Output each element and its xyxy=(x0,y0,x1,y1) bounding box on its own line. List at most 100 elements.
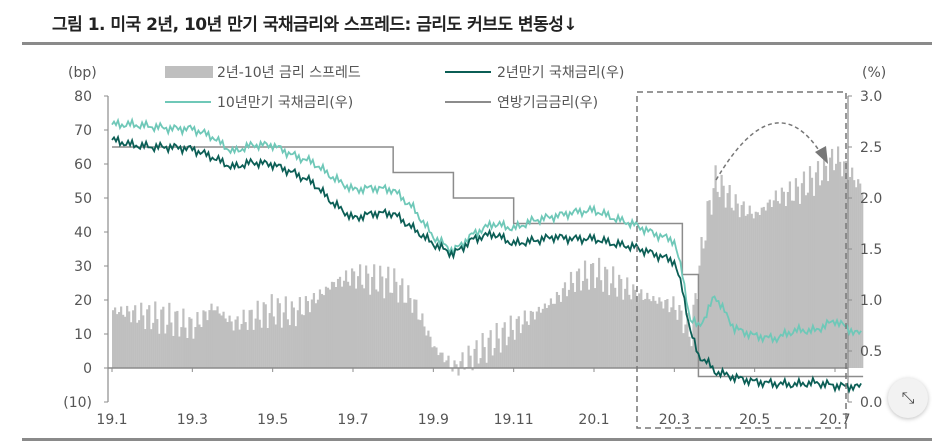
x-tick-label: 20.7 xyxy=(819,412,850,428)
spread-bar xyxy=(214,310,217,368)
spread-bar xyxy=(156,319,159,368)
spread-bar xyxy=(499,352,502,368)
spread-bar xyxy=(485,362,488,368)
spread-bar xyxy=(407,285,410,368)
spread-bar xyxy=(606,269,609,368)
spread-bar xyxy=(772,200,775,368)
spread-bar xyxy=(857,179,860,368)
x-tick-label: 19.1 xyxy=(96,412,127,428)
x-tick-label: 19.5 xyxy=(257,412,288,428)
right-tick-label: 0.5 xyxy=(860,344,882,360)
spread-bar xyxy=(190,318,193,368)
spread-bar xyxy=(294,326,297,368)
spread-bar xyxy=(326,287,330,368)
spread-bar xyxy=(280,327,283,368)
spread-bar xyxy=(549,298,553,368)
spread-bar xyxy=(710,214,713,368)
collapse-icon: ⤡ xyxy=(901,388,915,407)
spread-bar xyxy=(841,176,844,368)
spread-bar xyxy=(272,316,275,368)
spread-bar xyxy=(270,294,273,368)
spread-bar xyxy=(393,268,396,368)
spread-bar xyxy=(340,286,344,368)
spread-bar xyxy=(832,170,836,368)
right-tick-label: 1.5 xyxy=(860,242,882,258)
spread-bar xyxy=(216,306,219,368)
spread-bar xyxy=(824,165,828,368)
spread-bar xyxy=(230,321,233,368)
spread-bar xyxy=(828,157,832,368)
spread-bar xyxy=(519,333,522,368)
spread-bar xyxy=(513,339,516,368)
spread-bar xyxy=(304,296,307,368)
spread-bar xyxy=(451,368,454,372)
spread-bar xyxy=(286,319,289,368)
spread-bar xyxy=(346,281,350,368)
spread-bar xyxy=(459,361,462,368)
right-tick-label: 1.0 xyxy=(860,293,882,309)
spread-bar xyxy=(152,322,155,368)
spread-bar xyxy=(630,299,633,368)
spread-bar xyxy=(226,321,229,368)
spread-bar xyxy=(648,299,651,368)
spread-bar xyxy=(551,303,555,368)
spread-bar xyxy=(176,310,179,368)
right-axis-unit: (%) xyxy=(862,65,886,81)
spread-bars xyxy=(112,146,864,376)
spread-bar xyxy=(804,195,808,368)
spread-bar xyxy=(573,291,577,368)
spread-bar xyxy=(589,263,593,368)
x-tick-label: 20.5 xyxy=(739,412,770,428)
spread-bar xyxy=(383,298,386,368)
spread-bar xyxy=(403,302,406,368)
collapse-button[interactable]: ⤡ xyxy=(888,378,928,418)
spread-bar xyxy=(756,212,759,368)
spread-bar xyxy=(112,310,115,368)
spread-bar xyxy=(830,148,834,368)
spread-bar xyxy=(198,324,201,368)
spread-bar xyxy=(579,290,583,368)
spread-bar xyxy=(716,191,719,368)
spread-bar xyxy=(310,299,314,368)
spread-bar xyxy=(786,191,789,368)
spread-bar xyxy=(790,200,794,368)
left-tick-label: 20 xyxy=(74,293,92,309)
spread-bar xyxy=(497,338,500,368)
spread-bar xyxy=(166,324,169,368)
left-tick-label: 10 xyxy=(74,327,92,343)
spread-bar xyxy=(457,368,460,376)
spread-bar xyxy=(186,337,189,368)
spread-bar xyxy=(640,289,643,368)
spread-bar xyxy=(483,347,486,368)
spread-bar xyxy=(822,153,826,368)
spread-bar xyxy=(312,293,316,368)
spread-bar xyxy=(324,286,328,368)
spread-bar xyxy=(377,291,380,368)
legend-label: 연방기금금리(우) xyxy=(497,95,598,111)
spread-bar xyxy=(682,333,685,368)
spread-bar xyxy=(620,278,623,368)
spread-bar xyxy=(284,296,287,368)
spread-bar xyxy=(632,284,635,368)
spread-bar xyxy=(622,299,625,368)
spread-bar xyxy=(680,310,683,368)
spread-bar xyxy=(652,296,655,368)
spread-bar xyxy=(792,200,796,368)
spread-bar xyxy=(724,207,727,368)
spread-bar xyxy=(439,352,442,368)
spread-bar xyxy=(320,293,324,368)
spread-bar xyxy=(116,314,119,368)
spread-bar xyxy=(664,299,667,368)
spread-bar xyxy=(471,368,474,371)
spread-bar xyxy=(784,206,787,368)
spread-bar xyxy=(746,214,749,368)
spread-bar xyxy=(571,282,575,368)
spread-bar xyxy=(676,319,679,368)
spread-bar xyxy=(774,190,777,368)
spread-bar xyxy=(764,210,767,368)
spread-bar xyxy=(714,165,717,368)
spread-bar xyxy=(610,283,613,368)
spread-bar xyxy=(521,324,524,368)
spread-bar xyxy=(760,207,763,368)
